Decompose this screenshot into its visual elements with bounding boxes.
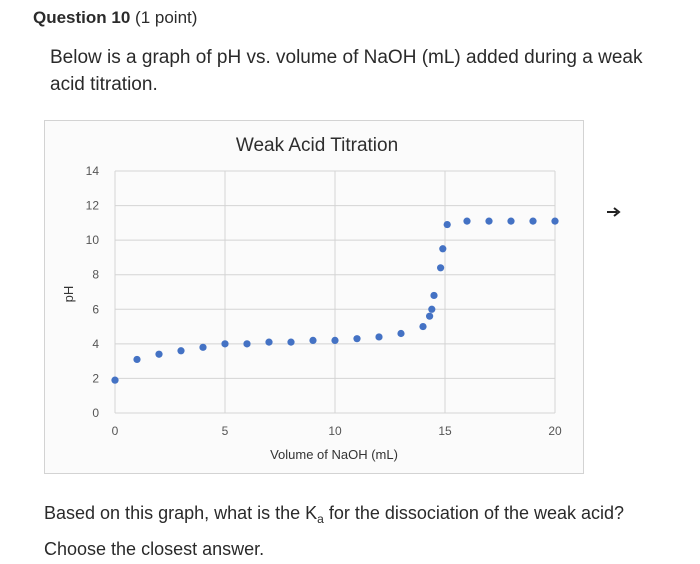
followup-question: Based on this graph, what is the Ka for … (44, 498, 694, 564)
titration-chart: Weak Acid Titration 0 2 4 6 8 10 12 14 0 5 10 15 20 … (44, 120, 584, 474)
x-tick-label: 10 (328, 424, 342, 438)
data-point (111, 376, 119, 384)
data-point (199, 343, 207, 351)
data-point (265, 338, 273, 346)
data-point (375, 333, 383, 341)
data-point (426, 312, 434, 320)
x-axis-label: Volume of NaOH (mL) (270, 447, 398, 462)
y-tick-label: 6 (92, 302, 99, 316)
data-point (443, 220, 451, 229)
question-points: (1 point) (135, 8, 198, 27)
data-point (287, 338, 295, 346)
data-point (428, 305, 436, 313)
data-point (155, 350, 163, 358)
y-tick-label: 8 (92, 268, 99, 282)
followup-line1: Based on this graph, what is the Ka for … (44, 498, 694, 534)
data-point (221, 340, 229, 348)
data-point (529, 217, 537, 225)
data-point (353, 335, 361, 343)
chart-title: Weak Acid Titration (236, 135, 398, 156)
data-point (177, 347, 185, 355)
pointer-arrow-icon (607, 207, 621, 217)
data-point (133, 355, 141, 364)
data-point (243, 340, 251, 348)
data-point (430, 291, 438, 300)
grid (114, 170, 556, 414)
data-point (419, 322, 427, 331)
data-points (111, 217, 559, 384)
x-tick-label: 0 (112, 424, 119, 438)
data-point (439, 245, 447, 253)
data-point (463, 217, 471, 225)
y-tick-label: 2 (92, 371, 99, 385)
followup-text-before: Based on this graph, what is the K (44, 503, 318, 523)
x-tick-label: 20 (548, 424, 562, 438)
y-axis-label: pH (61, 286, 76, 303)
y-tick-label: 0 (92, 406, 99, 420)
ka-subscript: a (317, 512, 324, 526)
data-point (551, 217, 559, 225)
data-point (437, 264, 445, 272)
data-point (485, 217, 493, 225)
data-point (397, 329, 405, 338)
followup-line2: Choose the closest answer. (44, 539, 265, 559)
data-point (309, 336, 317, 344)
x-tick-label: 15 (438, 424, 452, 438)
question-title: Question 10 (33, 8, 131, 27)
y-tick-label: 10 (86, 233, 100, 247)
data-point (331, 336, 339, 344)
x-tick-label: 5 (222, 424, 229, 438)
question-prompt: Below is a graph of pH vs. volume of NaO… (50, 47, 643, 95)
tick-labels: 0 2 4 6 8 10 12 14 0 5 10 15 20 (86, 164, 562, 438)
y-tick-label: 14 (86, 164, 100, 178)
y-tick-label: 4 (92, 337, 99, 351)
y-tick-label: 12 (86, 199, 100, 213)
data-point (507, 217, 515, 225)
question-header: Question 10 (1 point) (33, 8, 197, 28)
followup-text-after: for the dissociation of the weak acid? (323, 503, 625, 523)
